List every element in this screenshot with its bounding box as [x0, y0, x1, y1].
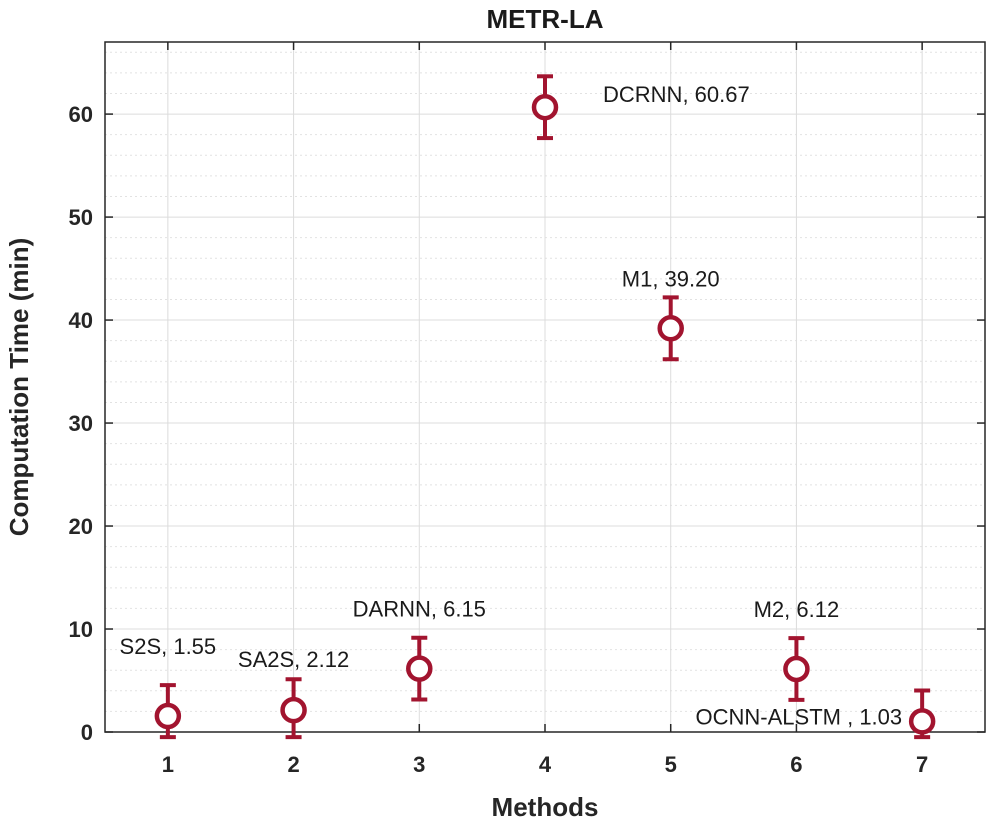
data-label: S2S, 1.55: [120, 634, 217, 659]
point-marker: [280, 696, 307, 724]
x-tick-label: 4: [539, 752, 552, 777]
x-tick-label: 6: [790, 752, 802, 777]
y-tick-label: 30: [69, 411, 93, 436]
data-label: M2, 6.12: [754, 597, 840, 622]
grid: [105, 42, 985, 733]
point-marker: [657, 315, 684, 342]
data-point: [783, 636, 810, 702]
y-tick-label: 40: [69, 308, 93, 333]
data-marks: [154, 74, 936, 740]
data-point: [406, 635, 433, 702]
point-marker: [154, 702, 182, 730]
data-label: SA2S, 2.12: [238, 647, 349, 672]
y-axis-label: Computation Time (min): [4, 238, 34, 537]
data-point: [657, 295, 684, 362]
x-tick-label: 3: [413, 752, 425, 777]
x-tick-label: 1: [162, 752, 174, 777]
data-label: DCRNN, 60.67: [603, 82, 750, 107]
point-marker: [908, 708, 936, 735]
y-tick-label: 20: [69, 514, 93, 539]
x-axis-label: Methods: [492, 792, 599, 822]
x-tick-label: 2: [287, 752, 299, 777]
y-tick-label: 50: [69, 205, 93, 230]
data-point: [908, 688, 936, 740]
y-tick-label: 10: [69, 617, 93, 642]
ticks: 0 10 20 30 40 50 60 1 2 3 4 5 6 7: [69, 42, 985, 777]
chart-title: METR-LA: [487, 4, 604, 34]
data-label: OCNN-ALSTM , 1.03: [696, 704, 903, 729]
data-label: M1, 39.20: [622, 266, 720, 291]
point-marker: [406, 655, 433, 682]
data-point: [531, 74, 559, 141]
x-tick-label: 7: [916, 752, 928, 777]
point-marker: [783, 655, 810, 683]
y-tick-label: 0: [81, 720, 93, 745]
point-marker: [531, 93, 559, 121]
y-tick-label: 60: [69, 102, 93, 127]
x-tick-label: 5: [665, 752, 677, 777]
data-label: DARNN, 6.15: [353, 597, 486, 622]
data-point: [280, 677, 307, 740]
data-point: [154, 683, 182, 740]
